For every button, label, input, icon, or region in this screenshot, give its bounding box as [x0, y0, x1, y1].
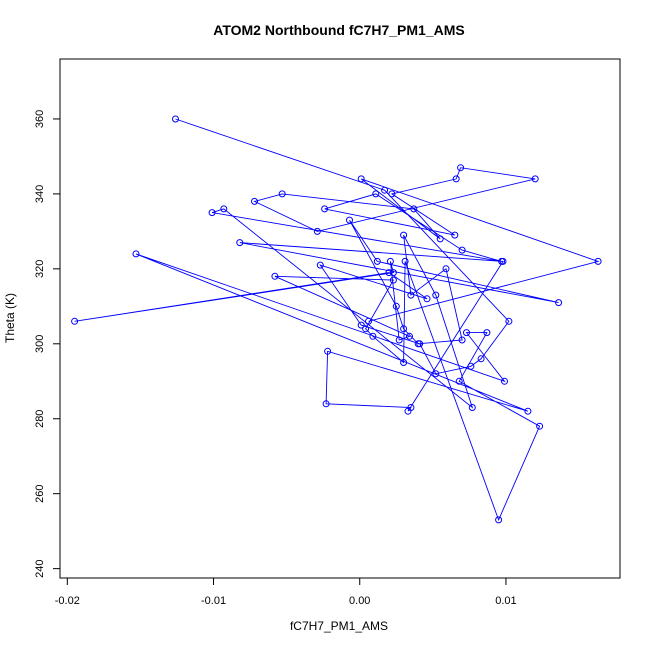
x-tick-label: 0.00 [349, 595, 370, 607]
data-point [236, 239, 244, 247]
data-point [322, 400, 330, 408]
y-tick-label: 320 [34, 260, 46, 278]
data-point [400, 231, 408, 239]
data-point [71, 317, 79, 325]
data-point [432, 370, 440, 378]
series-line [74, 118, 600, 522]
series-lines [74, 118, 600, 522]
data-point [404, 407, 412, 415]
data-point [357, 175, 365, 183]
data-point [324, 347, 332, 355]
y-tick-label: 360 [34, 110, 46, 128]
data-point [531, 175, 539, 183]
data-point [389, 276, 397, 284]
x-tick-label: -0.02 [55, 595, 80, 607]
data-point [451, 231, 459, 239]
x-axis: -0.02 -0.01 0.00 0.01 [55, 577, 517, 607]
data-point [392, 302, 400, 310]
data-point [410, 205, 418, 213]
data-point [524, 407, 532, 415]
data-point [313, 227, 321, 235]
data-point [271, 272, 279, 280]
data-point [452, 175, 460, 183]
data-point [407, 291, 415, 299]
data-point [316, 261, 324, 269]
data-point [442, 265, 450, 273]
data-point [594, 257, 602, 265]
data-point [220, 205, 228, 213]
chart-title: ATOM2 Northbound fC7H7_PM1_AMS [213, 22, 465, 38]
data-point [498, 257, 506, 265]
data-point [455, 377, 463, 385]
data-point [388, 190, 396, 198]
data-point [372, 190, 380, 198]
data-point [362, 325, 370, 333]
data-point [386, 257, 394, 265]
y-axis: 240 260 280 300 320 340 360 [34, 110, 61, 578]
data-point [467, 362, 475, 370]
data-point [400, 325, 408, 333]
plot-frame [59, 58, 621, 579]
x-axis-label: fC7H7_PM1_AMS [290, 619, 388, 633]
series-points [71, 115, 602, 524]
data-point [400, 359, 408, 366]
data-point [423, 295, 431, 303]
x-tick-label: 0.01 [495, 595, 516, 607]
data-point [436, 235, 444, 243]
data-point [208, 209, 216, 217]
data-point [505, 317, 513, 325]
data-point [373, 257, 381, 265]
data-point [401, 257, 409, 265]
data-point [365, 317, 372, 325]
data-point [432, 291, 440, 299]
data-point [458, 336, 466, 344]
y-tick-label: 240 [34, 559, 46, 577]
x-tick-label: -0.01 [201, 595, 226, 607]
y-tick-label: 340 [34, 185, 46, 203]
data-point [385, 269, 393, 277]
data-point [483, 329, 491, 337]
y-tick-label: 300 [34, 335, 46, 353]
data-point [555, 299, 563, 307]
data-point [495, 516, 503, 524]
data-point [357, 321, 365, 329]
data-point [172, 115, 179, 123]
data-point [395, 336, 403, 344]
y-tick-label: 280 [34, 410, 46, 428]
data-point [278, 190, 286, 198]
data-point [132, 250, 140, 258]
data-point [369, 332, 377, 340]
y-tick-label: 260 [34, 485, 46, 503]
data-point [381, 186, 389, 194]
data-point [406, 332, 413, 340]
data-point [463, 329, 470, 337]
data-point [457, 164, 465, 172]
data-point [477, 355, 485, 363]
data-point [468, 404, 476, 411]
data-point [251, 197, 258, 205]
data-point [321, 205, 329, 213]
data-point [536, 422, 544, 430]
y-axis-label: Theta (K) [3, 293, 17, 343]
data-point [501, 377, 508, 385]
data-point [458, 246, 466, 254]
data-point [389, 269, 397, 277]
data-point [414, 340, 422, 348]
data-point [346, 216, 353, 224]
